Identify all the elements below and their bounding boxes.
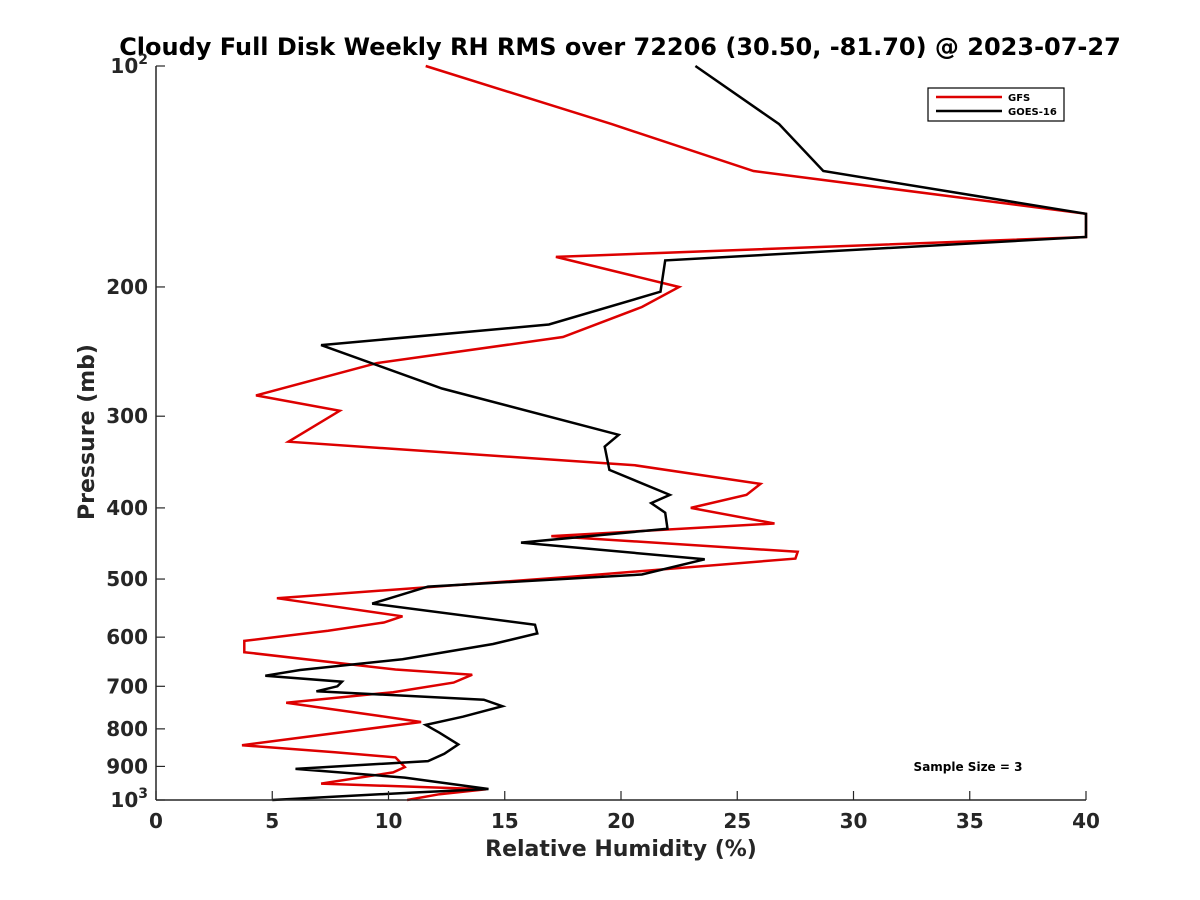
- series-layer: [241, 64, 1088, 802]
- x-tick-label: 30: [840, 809, 868, 833]
- y-tick-label: 600: [106, 625, 148, 649]
- legend-label-goes16: GOES-16: [1008, 107, 1057, 118]
- y-tick-label: 102: [110, 52, 148, 78]
- x-tick-label: 35: [956, 809, 984, 833]
- series-line-goes-16: [265, 64, 1088, 802]
- legend-label-gfs: GFS: [1008, 93, 1030, 104]
- ticks-layer: 0 5 10 15 20 25 30 35 40 102 200 300 400 500 600 700 800…: [106, 52, 1100, 833]
- x-tick-label: 5: [265, 809, 279, 833]
- y-axis-label: Pressure (mb): [75, 344, 100, 520]
- series-line-gfs: [241, 64, 1088, 802]
- y-tick-label: 800: [106, 717, 148, 741]
- x-tick-label: 25: [723, 809, 751, 833]
- axes-layer: [155, 66, 1086, 801]
- x-tick-label: 10: [375, 809, 403, 833]
- y-tick-label: 400: [106, 496, 148, 520]
- x-tick-label: 0: [149, 809, 163, 833]
- x-axis-label: Relative Humidity (%): [485, 837, 757, 862]
- y-tick-label: 700: [106, 674, 148, 698]
- sample-size-annotation: Sample Size = 3: [914, 760, 1023, 774]
- x-tick-label: 40: [1072, 809, 1100, 833]
- y-tick-label: 200: [106, 275, 148, 299]
- legend-box: [927, 87, 1065, 122]
- y-tick-label: 500: [106, 567, 148, 591]
- x-tick-label: 15: [491, 809, 519, 833]
- x-tick-label: 20: [607, 809, 635, 833]
- chart-title: Cloudy Full Disk Weekly RH RMS over 7220…: [119, 33, 1121, 61]
- y-tick-label: 300: [106, 404, 148, 428]
- y-tick-label: 900: [106, 754, 148, 778]
- legend: GFS GOES-16: [927, 87, 1065, 122]
- y-tick-label: 103: [110, 786, 148, 812]
